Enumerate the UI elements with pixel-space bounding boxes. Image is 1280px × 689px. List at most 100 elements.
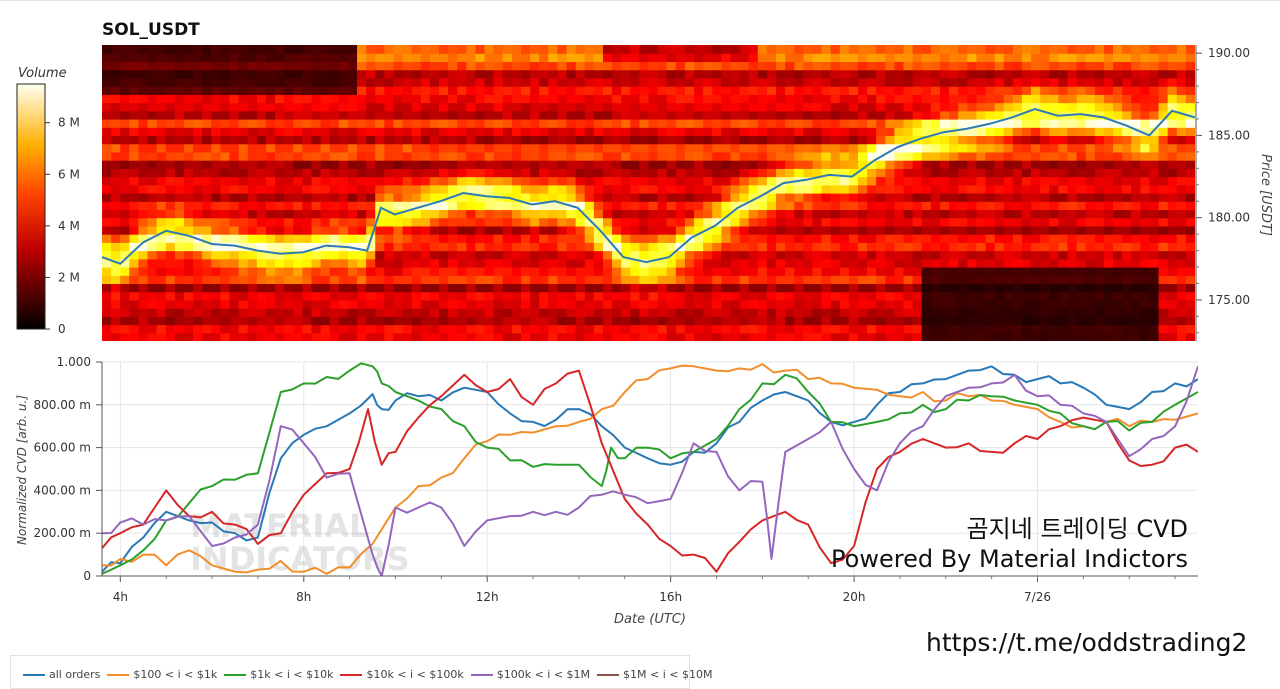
heatmap-cell: [648, 110, 659, 120]
heatmap-cell: [839, 201, 850, 211]
heatmap-cell: [384, 110, 395, 120]
heatmap-cell: [193, 102, 203, 112]
heatmap-cell: [1049, 299, 1059, 309]
telegram-link[interactable]: https://t.me/oddstrading2: [926, 628, 1248, 657]
heatmap-cell: [876, 176, 886, 186]
heatmap-cell: [220, 324, 231, 334]
heatmap-cell: [821, 184, 832, 194]
heatmap-cell: [1149, 168, 1160, 178]
heatmap-cell: [639, 86, 650, 95]
heatmap-cell: [703, 267, 713, 276]
legend-item[interactable]: $1M < i < $10M: [597, 668, 712, 681]
heatmap-cell: [329, 53, 340, 63]
heatmap-cell: [958, 184, 968, 194]
heatmap-cell: [1012, 77, 1023, 87]
heatmap-cell: [484, 69, 495, 79]
heatmap-cell: [976, 308, 987, 317]
heatmap-cell: [448, 308, 458, 317]
heatmap-cell: [621, 77, 631, 87]
heatmap-cell: [347, 168, 358, 178]
heatmap-cell: [1058, 61, 1069, 71]
legend-item[interactable]: $100k < i < $1M: [470, 668, 590, 681]
heatmap-cell: [785, 53, 795, 63]
heatmap-cell: [329, 308, 340, 317]
heatmap-cell: [457, 242, 467, 252]
heatmap-cell: [903, 283, 914, 293]
heatmap-cell: [156, 225, 167, 235]
heatmap-cell: [912, 143, 923, 153]
heatmap-cell: [466, 209, 477, 219]
heatmap-cell: [821, 258, 832, 268]
heatmap-cell: [183, 119, 194, 128]
heatmap-cell: [848, 201, 859, 211]
heatmap-cell: [885, 94, 896, 104]
heatmap-cell: [575, 69, 586, 79]
heatmap-cell: [903, 77, 914, 87]
heatmap-cell: [366, 209, 376, 219]
heatmap-cell: [694, 94, 704, 104]
heatmap-cell: [867, 250, 877, 260]
heatmap-cell: [1031, 242, 1041, 252]
heatmap-cell: [1113, 176, 1123, 186]
heatmap-cell: [639, 193, 650, 202]
heatmap-cell: [976, 275, 987, 285]
heatmap-cell: [1113, 332, 1123, 341]
heatmap-cell: [757, 283, 768, 293]
heatmap-cell: [1122, 316, 1132, 326]
heatmap-cell: [1103, 184, 1114, 194]
heatmap-cell: [129, 267, 140, 276]
heatmap-cell: [193, 267, 203, 276]
heatmap-cell: [648, 77, 659, 87]
heatmap-cell: [457, 267, 467, 276]
heatmap-cell: [921, 316, 932, 326]
heatmap-cell: [102, 258, 112, 268]
heatmap-cell: [1103, 209, 1114, 219]
heatmap-cell: [520, 61, 531, 71]
heatmap-cell: [1003, 324, 1014, 334]
heatmap-cell: [593, 258, 604, 268]
legend-item[interactable]: $1k < i < $10k: [224, 668, 333, 681]
heatmap-cell: [694, 53, 704, 63]
heatmap-cell: [1158, 234, 1169, 243]
heatmap-cell: [247, 217, 258, 227]
heatmap-cell: [411, 119, 422, 128]
heatmap-cell: [566, 242, 577, 252]
heatmap-cell: [347, 275, 358, 285]
heatmap-cell: [821, 291, 832, 301]
heatmap-cell: [265, 135, 276, 145]
heatmap-cell: [557, 299, 568, 309]
heatmap-cell: [183, 316, 194, 326]
heatmap-cell: [357, 61, 367, 71]
heatmap-cell: [102, 283, 112, 293]
heatmap-cell: [748, 275, 759, 285]
heatmap-cell: [129, 316, 140, 326]
heatmap-cell: [794, 225, 804, 235]
heatmap-cell: [502, 160, 513, 169]
heatmap-cell: [220, 258, 231, 268]
heatmap-cell: [830, 299, 841, 309]
heatmap-cell: [958, 324, 968, 334]
heatmap-cell: [657, 143, 668, 153]
heatmap-cell: [238, 69, 249, 79]
heatmap-cell: [639, 102, 650, 112]
heatmap-cell: [630, 308, 640, 317]
heatmap-cell: [275, 267, 285, 276]
heatmap-cell: [1003, 225, 1014, 235]
heatmap-cell: [857, 308, 868, 317]
heatmap-cell: [1113, 127, 1123, 137]
heatmap-cell: [120, 61, 130, 71]
heatmap-cell: [502, 151, 513, 161]
heatmap-cell: [739, 332, 750, 341]
heatmap-cell: [1185, 193, 1195, 202]
heatmap-cell: [1058, 275, 1069, 285]
legend-item[interactable]: all orders: [23, 668, 100, 681]
legend-item[interactable]: $10k < i < $100k: [340, 668, 464, 681]
colorbar-tick-label: 4 M: [58, 219, 80, 233]
heatmap-cell: [766, 225, 777, 235]
legend-item[interactable]: $100 < i < $1k: [107, 668, 217, 681]
heatmap-cell: [147, 291, 158, 301]
heatmap-cell: [1094, 53, 1105, 63]
heatmap-cell: [593, 102, 604, 112]
heatmap-cell: [1185, 119, 1195, 128]
heatmap-cell: [475, 61, 486, 71]
